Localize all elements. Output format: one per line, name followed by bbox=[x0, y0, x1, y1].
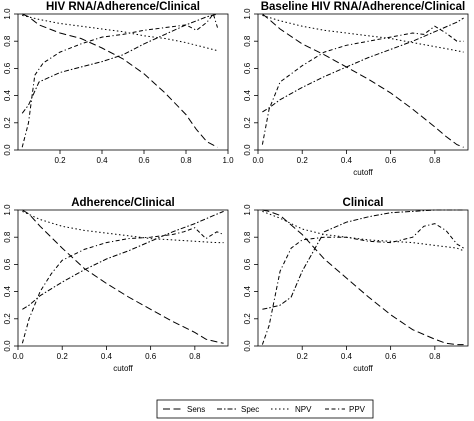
x-tick-label: 0.8 bbox=[180, 156, 192, 165]
x-tick-label: 0.8 bbox=[429, 352, 441, 361]
series-line-sens bbox=[22, 209, 224, 344]
x-tick-label: 0.4 bbox=[101, 352, 113, 361]
x-tick-label: 1.0 bbox=[222, 156, 234, 165]
x-tick-label: 0.6 bbox=[385, 352, 397, 361]
y-tick-label: 0.8 bbox=[243, 35, 252, 47]
y-tick-label: 0.2 bbox=[3, 313, 12, 325]
legend-label-spec: Spec bbox=[241, 405, 259, 414]
y-tick-label: 0.4 bbox=[243, 89, 252, 101]
x-tick-label: 0.6 bbox=[145, 352, 157, 361]
plot-frame bbox=[257, 209, 469, 347]
y-tick-label: 0.0 bbox=[3, 340, 12, 352]
chart-panels: HIV RNA/Adherence/Clinical 0.2 0.4 0.6 0.8 1.… bbox=[3, 1, 469, 373]
x-axis-label: cutoff bbox=[113, 364, 133, 373]
x-tick-label: 0.2 bbox=[297, 156, 309, 165]
series-line-npv bbox=[262, 210, 464, 252]
panel-3: Adherence/Clinical 0.0 0.2 0.4 0.6 0.8 0.0 0.2 0… bbox=[3, 197, 229, 373]
y-tick-label: 0.2 bbox=[243, 313, 252, 325]
x-tick-label: 0.6 bbox=[138, 156, 150, 165]
series-line-ppv bbox=[21, 227, 224, 344]
panel-1: HIV RNA/Adherence/Clinical 0.2 0.4 0.6 0.8 1.… bbox=[3, 1, 234, 165]
series-line-sens bbox=[262, 209, 464, 346]
y-tick-label: 0.8 bbox=[3, 35, 12, 47]
y-tick-label: 0.6 bbox=[3, 62, 12, 74]
series-line-spec bbox=[262, 17, 464, 113]
y-tick-label: 1.0 bbox=[3, 204, 12, 216]
x-tick-label: 0.2 bbox=[54, 156, 66, 165]
series-line-spec bbox=[21, 13, 218, 114]
x-tick-label: 0.8 bbox=[429, 156, 441, 165]
x-tick-label: 0.2 bbox=[57, 352, 69, 361]
series-line-npv bbox=[262, 14, 464, 53]
y-tick-label: 0.6 bbox=[243, 62, 252, 74]
x-tick-label: 0.0 bbox=[12, 352, 24, 361]
panel-title: Adherence/Clinical bbox=[71, 197, 175, 209]
series-line-ppv bbox=[21, 12, 218, 148]
x-tick-label: 0.4 bbox=[96, 156, 108, 165]
y-tick-label: 0.2 bbox=[243, 117, 252, 129]
x-axis-label: cutoff bbox=[353, 168, 373, 177]
panel-title: HIV RNA/Adherence/Clinical bbox=[46, 1, 200, 13]
y-tick-label: 0.8 bbox=[243, 231, 252, 243]
plot-frame bbox=[257, 13, 469, 151]
y-tick-label: 0.4 bbox=[243, 285, 252, 297]
x-tick-label: 0.0 bbox=[252, 156, 264, 165]
plot-frame bbox=[17, 209, 229, 347]
y-tick-label: 0.8 bbox=[3, 231, 12, 243]
legend-label-ppv: PPV bbox=[349, 405, 366, 414]
y-tick-label: 1.0 bbox=[3, 8, 12, 20]
x-tick-label: 0.6 bbox=[385, 156, 397, 165]
y-tick-label: 0.0 bbox=[3, 144, 12, 156]
panel-title: Clinical bbox=[343, 197, 384, 209]
series-line-ppv bbox=[261, 223, 464, 345]
y-tick-label: 0.4 bbox=[3, 89, 12, 101]
legend-label-npv: NPV bbox=[295, 405, 312, 414]
x-axis-label: cutoff bbox=[353, 364, 373, 373]
plot-frame bbox=[17, 13, 229, 151]
y-tick-label: 0.6 bbox=[3, 258, 12, 270]
series-line-sens bbox=[262, 13, 464, 148]
x-tick-label: 0.4 bbox=[341, 352, 353, 361]
legend-label-sens: Sens bbox=[187, 405, 205, 414]
series-line-npv bbox=[22, 14, 218, 52]
x-tick-label: 0.8 bbox=[189, 352, 201, 361]
series-line-ppv bbox=[261, 25, 464, 145]
y-tick-label: 0.2 bbox=[3, 117, 12, 129]
panel-title: Baseline HIV RNA/Adherence/Clinical bbox=[261, 1, 466, 13]
y-tick-label: 0.0 bbox=[243, 144, 252, 156]
legend-box bbox=[156, 399, 374, 419]
legend: Sens Spec NPV PPV bbox=[156, 399, 374, 419]
y-tick-label: 0.4 bbox=[3, 285, 12, 297]
series-line-npv bbox=[22, 210, 224, 244]
panel-4: Clinical 0.2 0.4 0.6 0.8 0.0 0.2 0.4 0.6 0.8 1.0 cu… bbox=[243, 197, 469, 373]
y-tick-label: 0.0 bbox=[243, 340, 252, 352]
series-line-spec bbox=[262, 209, 464, 310]
y-tick-label: 0.6 bbox=[243, 258, 252, 270]
x-tick-label: 0.2 bbox=[297, 352, 309, 361]
y-tick-label: 1.0 bbox=[243, 204, 252, 216]
y-tick-label: 1.0 bbox=[243, 8, 252, 20]
series-line-spec bbox=[22, 210, 224, 310]
x-tick-label: 0.4 bbox=[341, 156, 353, 165]
series-line-sens bbox=[22, 13, 218, 148]
